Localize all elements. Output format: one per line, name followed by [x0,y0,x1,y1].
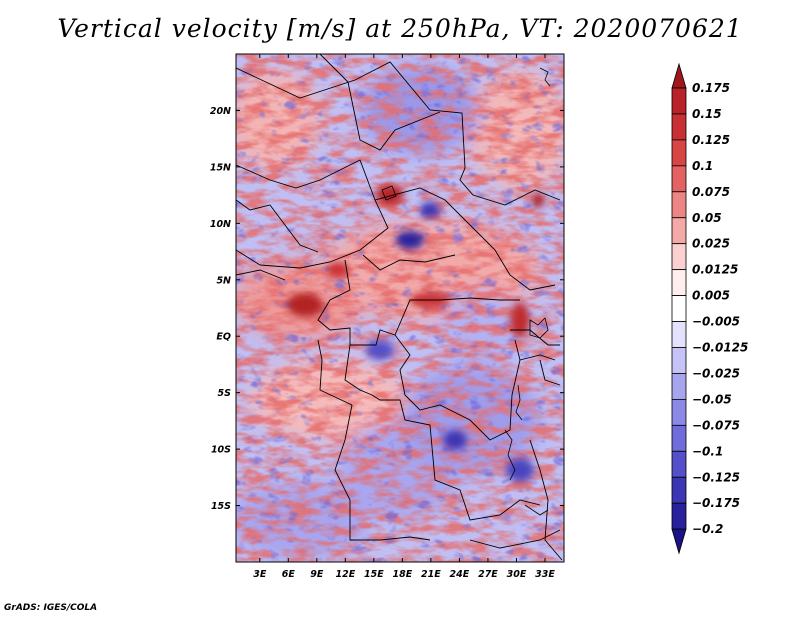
colorbar-label: 0.1 [692,159,713,173]
footer-credit: GrADS: IGES/COLA [4,603,98,613]
x-tick-label: 9E [310,569,324,580]
x-tick-label: 12E [335,569,355,580]
y-tick-label: 5N [216,275,231,286]
map-frame [235,53,565,563]
colorbar-label: −0.005 [692,315,740,329]
colorbar-segment [671,243,687,271]
x-tick-label: 27E [478,569,498,580]
colorbar-segment [671,424,687,452]
colorbar-segment [671,87,687,115]
colorbar-label: −0.05 [692,392,732,406]
x-tick-label: 33E [535,569,555,580]
country-borders [236,54,563,561]
colorbar-segment [671,269,687,296]
y-axis: 20N 15N 10N 5N EQ 5S 10S 15S [210,106,564,512]
colorbar-segment [671,476,687,504]
colorbar-label: 0.005 [692,289,730,303]
y-tick-label: 20N [210,106,231,117]
y-tick-label: 10S [211,445,231,456]
colorbar-segment [671,398,687,426]
colorbar-segment [671,191,687,219]
colorbar-label: 0.05 [692,211,722,225]
y-tick-label: 10N [210,219,231,230]
colorbar-segment [671,321,687,348]
colorbar-label: −0.1 [692,444,723,458]
colorbar-label: −0.0125 [692,341,748,355]
y-tick-label: 5S [218,388,232,399]
colorbar-top-arrow [671,62,687,89]
heatmap-area [236,54,564,562]
colorbar-segment [671,347,687,374]
x-axis: 3E 6E 9E 12E 15E 18E 21E 24E 27E 30E 33E [253,54,555,580]
colorbar-label: −0.2 [692,522,723,536]
y-tick-label: EQ [216,332,231,343]
x-tick-label: 3E [253,569,267,580]
colorbar-label: −0.075 [692,418,740,432]
y-tick-label: 15N [210,162,231,173]
x-tick-label: 24E [450,569,470,580]
chart-title: Vertical velocity [m/s] at 250hPa, VT: 2… [57,14,743,43]
colorbar-label: 0.025 [692,237,730,251]
x-tick-label: 30E [507,569,527,580]
colorbar-label: 0.075 [692,185,730,199]
colorbar-label: 0.125 [692,133,730,147]
colorbar-label: 0.0125 [692,263,738,277]
colorbar-segment [671,139,687,167]
colorbar-segment [671,113,687,141]
colorbar-label: 0.15 [692,107,722,121]
x-tick-label: 18E [393,569,413,580]
colorbar-segment [671,165,687,193]
x-tick-label: 21E [421,569,441,580]
colorbar: 0.175 0.15 0.125 0.1 0.075 0.05 0.025 0.0125 0.0… [671,62,748,555]
colorbar-segment [671,295,687,322]
colorbar-segment [671,373,687,400]
colorbar-segment [671,450,687,478]
colorbar-label: 0.175 [692,81,730,95]
colorbar-segment [671,217,687,245]
y-tick-label: 15S [211,501,231,512]
colorbar-bottom-arrow [671,528,687,555]
colorbar-label: −0.125 [692,470,740,484]
x-tick-label: 6E [282,569,296,580]
colorbar-label: −0.175 [692,496,740,510]
x-tick-label: 15E [364,569,384,580]
colorbar-segment [671,502,687,530]
colorbar-label: −0.025 [692,366,740,380]
